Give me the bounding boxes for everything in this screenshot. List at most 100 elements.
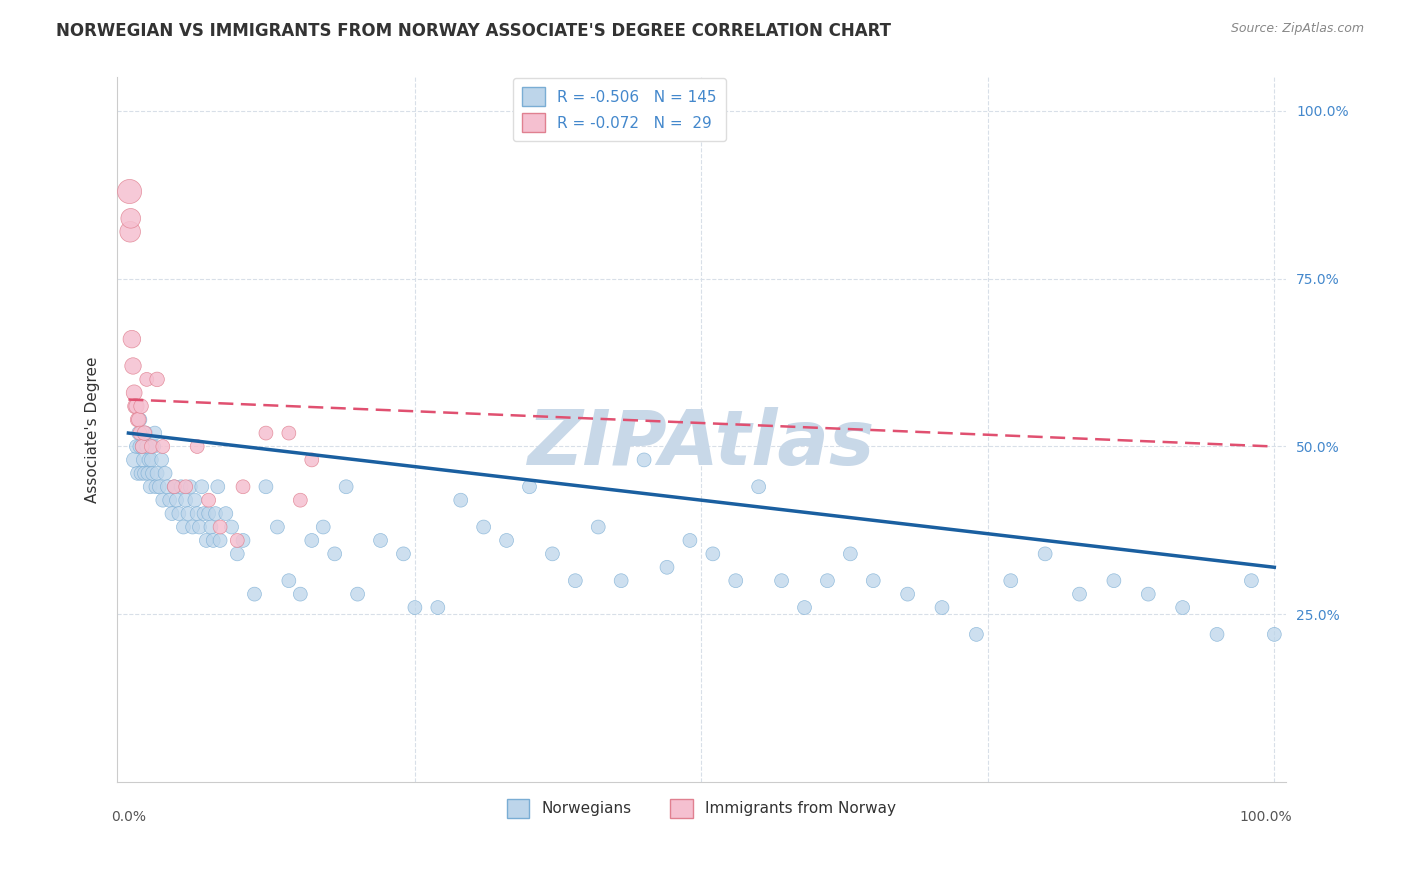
Point xyxy=(290,587,312,601)
Point xyxy=(266,520,288,534)
Point xyxy=(209,533,232,548)
Point xyxy=(163,480,186,494)
Point xyxy=(897,587,920,601)
Text: NORWEGIAN VS IMMIGRANTS FROM NORWAY ASSOCIATE'S DEGREE CORRELATION CHART: NORWEGIAN VS IMMIGRANTS FROM NORWAY ASSO… xyxy=(56,22,891,40)
Point xyxy=(138,453,160,467)
Point xyxy=(226,533,249,548)
Point xyxy=(232,533,254,548)
Point xyxy=(215,507,238,521)
Point xyxy=(254,426,277,441)
Point xyxy=(323,547,346,561)
Point xyxy=(221,520,243,534)
Point xyxy=(277,426,299,441)
Point xyxy=(120,211,142,226)
Point xyxy=(128,412,150,426)
Point xyxy=(134,467,156,481)
Point xyxy=(207,480,229,494)
Point xyxy=(770,574,793,588)
Point xyxy=(152,440,174,454)
Point xyxy=(122,385,145,400)
Point xyxy=(146,467,169,481)
Point xyxy=(1069,587,1091,601)
Point xyxy=(1000,574,1022,588)
Point xyxy=(152,493,174,508)
Point xyxy=(541,547,564,561)
Point xyxy=(191,480,214,494)
Point xyxy=(1102,574,1125,588)
Point xyxy=(392,547,415,561)
Point xyxy=(793,600,815,615)
Point xyxy=(170,480,193,494)
Point xyxy=(148,480,170,494)
Point xyxy=(931,600,953,615)
Point xyxy=(655,560,678,574)
Point xyxy=(243,587,266,601)
Point xyxy=(128,426,150,441)
Point xyxy=(301,453,323,467)
Point xyxy=(1206,627,1229,641)
Legend: Norwegians, Immigrants from Norway: Norwegians, Immigrants from Norway xyxy=(501,793,903,823)
Point xyxy=(702,547,724,561)
Point xyxy=(404,600,426,615)
Point xyxy=(564,574,586,588)
Point xyxy=(186,507,208,521)
Point xyxy=(197,493,219,508)
Point xyxy=(181,520,204,534)
Point xyxy=(815,574,838,588)
Point xyxy=(495,533,517,548)
Point xyxy=(1137,587,1160,601)
Point xyxy=(633,453,655,467)
Point xyxy=(254,480,277,494)
Point xyxy=(127,467,149,481)
Point xyxy=(142,440,165,454)
Point xyxy=(120,225,142,239)
Point xyxy=(370,533,392,548)
Point xyxy=(145,480,167,494)
Point xyxy=(174,493,197,508)
Point xyxy=(193,507,215,521)
Point xyxy=(519,480,541,494)
Point xyxy=(197,507,219,521)
Text: 100.0%: 100.0% xyxy=(1239,810,1292,824)
Point xyxy=(1263,627,1285,641)
Point xyxy=(610,574,633,588)
Point xyxy=(335,480,357,494)
Point xyxy=(346,587,368,601)
Point xyxy=(128,412,150,426)
Point xyxy=(139,480,162,494)
Point xyxy=(134,426,156,441)
Point xyxy=(204,507,226,521)
Point xyxy=(160,507,183,521)
Point xyxy=(202,533,225,548)
Point xyxy=(965,627,987,641)
Point xyxy=(167,507,190,521)
Point xyxy=(150,453,173,467)
Point xyxy=(122,453,145,467)
Point xyxy=(184,493,207,508)
Point xyxy=(131,440,153,454)
Point xyxy=(122,359,145,373)
Point xyxy=(136,467,159,481)
Point xyxy=(1171,600,1194,615)
Point xyxy=(472,520,495,534)
Point xyxy=(135,372,157,386)
Point xyxy=(426,600,449,615)
Text: ZIPAtlas: ZIPAtlas xyxy=(527,407,875,481)
Point xyxy=(159,493,181,508)
Point xyxy=(129,399,152,413)
Point xyxy=(125,440,148,454)
Y-axis label: Associate's Degree: Associate's Degree xyxy=(86,357,100,503)
Point xyxy=(1240,574,1263,588)
Point xyxy=(156,480,179,494)
Point xyxy=(146,372,169,386)
Point xyxy=(128,426,150,441)
Point xyxy=(301,533,323,548)
Point xyxy=(174,480,197,494)
Point xyxy=(748,480,770,494)
Point xyxy=(312,520,335,534)
Point xyxy=(277,574,299,588)
Point xyxy=(128,440,150,454)
Point xyxy=(143,426,166,441)
Point xyxy=(679,533,702,548)
Point xyxy=(290,493,312,508)
